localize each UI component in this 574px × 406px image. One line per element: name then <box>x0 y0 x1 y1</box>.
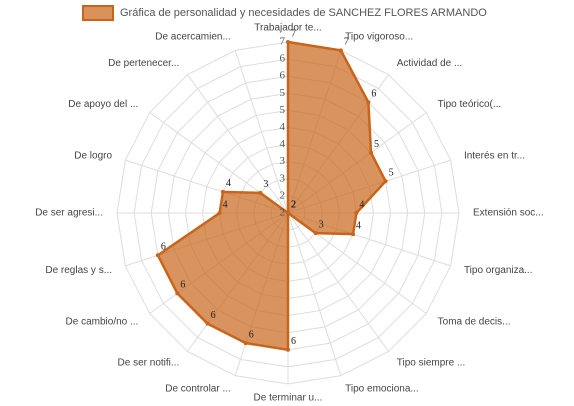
spoke <box>234 50 289 214</box>
value-label: 6 <box>291 336 296 347</box>
legend-swatch <box>82 5 114 21</box>
point <box>243 341 248 346</box>
category-label: De ser agresi... <box>35 208 103 219</box>
point <box>383 179 388 184</box>
value-label: 5 <box>389 168 394 179</box>
value-label: 2 <box>291 199 296 210</box>
category-label: Tipo teórico(... <box>438 99 502 110</box>
value-label: 2 <box>291 199 296 210</box>
spoke <box>287 212 342 376</box>
value-label: 3 <box>263 179 268 190</box>
value-label: 6 <box>180 280 185 291</box>
category-label: Interés en tr... <box>464 150 525 161</box>
point <box>351 232 356 237</box>
r-tick-label: 7 <box>280 36 286 48</box>
r-tick-label: 4 <box>280 121 286 133</box>
value-label: 6 <box>211 310 216 321</box>
point <box>369 150 374 155</box>
spoke <box>187 74 289 214</box>
category-label: De terminar u... <box>254 393 323 404</box>
category-label: De logro <box>74 150 112 161</box>
point <box>175 291 180 296</box>
r-tick-label: 2 <box>280 207 286 219</box>
category-label: De ser notifi... <box>118 357 180 368</box>
point <box>220 189 225 194</box>
point <box>286 40 290 44</box>
legend-label: Gráfica de personalidad y necesidades de… <box>120 7 487 19</box>
category-label: De acercamien... <box>155 32 231 43</box>
value-label: 6 <box>371 89 376 100</box>
category-label: De apoyo del ... <box>68 99 138 110</box>
r-tick-label: 5 <box>280 87 286 99</box>
value-label: 6 <box>249 329 254 340</box>
radar-area <box>156 40 388 352</box>
point <box>155 253 160 258</box>
value-label: 5 <box>374 139 379 150</box>
r-tick-label: 6 <box>280 53 286 65</box>
category-label: Tipo vigoroso... <box>345 32 413 43</box>
value-label: 2 <box>291 199 296 210</box>
value-label: 2 <box>291 199 296 210</box>
category-label: De controlar ... <box>165 384 231 395</box>
point <box>258 190 263 195</box>
point <box>313 231 318 236</box>
value-label: 7 <box>291 28 296 39</box>
category-label: Tipo organiza... <box>464 265 533 276</box>
point <box>338 48 343 53</box>
category-label: Trabajador te... <box>254 23 321 34</box>
r-tick-label: 4 <box>280 138 286 150</box>
r-tick-label: 2 <box>280 189 286 201</box>
category-label: De cambio/no ... <box>66 316 139 327</box>
value-label: 4 <box>359 199 364 210</box>
category-label: Extensión soc... <box>473 208 544 219</box>
r-tick-label: 6 <box>280 70 286 82</box>
r-tick-label: 3 <box>280 172 286 184</box>
category-label: Tipo siempre ... <box>397 357 466 368</box>
point <box>205 321 210 326</box>
point <box>286 211 290 215</box>
value-label: 6 <box>161 242 166 253</box>
value-label: 4 <box>356 220 361 231</box>
category-label: Toma de decis... <box>438 316 511 327</box>
point <box>217 211 222 215</box>
point <box>366 100 371 105</box>
category-label: De reglas y s... <box>45 265 112 276</box>
value-label: 4 <box>226 178 231 189</box>
spoke <box>287 212 389 352</box>
category-label: De pertenecer... <box>108 58 179 69</box>
value-label: 3 <box>319 219 324 230</box>
category-label: Actividad de ... <box>397 58 463 69</box>
r-tick-label: 5 <box>280 104 286 116</box>
value-label: 4 <box>223 199 228 210</box>
point <box>286 347 290 352</box>
value-label: 7 <box>344 37 349 48</box>
r-tick-label: 3 <box>280 155 286 167</box>
point <box>354 211 359 215</box>
category-label: Tipo emociona... <box>345 384 419 395</box>
